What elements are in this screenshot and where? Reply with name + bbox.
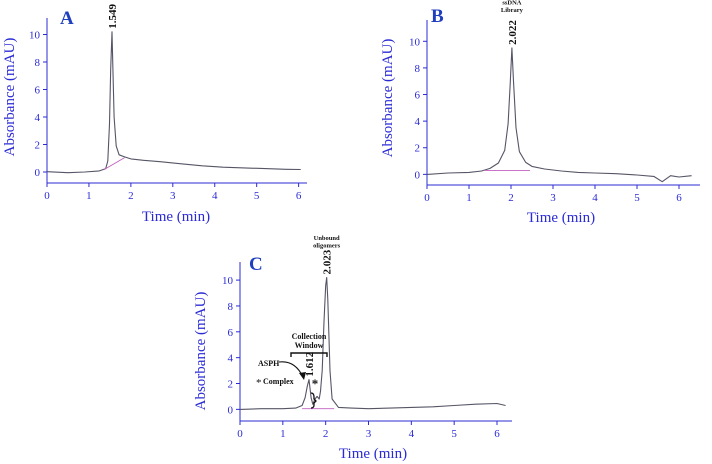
panel-a-y-tick-label: 4 bbox=[35, 112, 41, 124]
panel-b: B Absorbance (mAU) Time (min) 0 1 2 3 4 5 6 0 2… bbox=[380, 0, 700, 226]
panel-b-x-tick-label: 1 bbox=[466, 192, 472, 204]
panel-c-peak-rt-label: 2.023 bbox=[322, 249, 334, 274]
panel-b-y-tick-label: 4 bbox=[415, 116, 421, 128]
panel-b-x-ticks: 0 1 2 3 4 5 6 bbox=[424, 185, 682, 204]
panel-c-peak-name-line: oligomers bbox=[313, 243, 341, 250]
panel-b-y-tick-label: 8 bbox=[415, 63, 421, 75]
panel-a-y-tick-label: 6 bbox=[35, 85, 41, 97]
panel-c-y-axis-title: Absorbance (mAU) bbox=[193, 292, 209, 411]
panel-b-axes bbox=[426, 20, 700, 186]
panel-c-asph-name: ASPH bbox=[258, 359, 280, 368]
panel-a-plot bbox=[46, 31, 301, 174]
complex-legend-text: Complex bbox=[263, 377, 294, 386]
collection-window-bracket bbox=[290, 352, 328, 357]
panel-a-x-tick-label: 0 bbox=[44, 190, 50, 202]
panel-a-x-tick-label: 4 bbox=[212, 190, 218, 202]
panel-a-chromatogram-line bbox=[46, 31, 301, 174]
panel-a-x-tick-label: 5 bbox=[254, 190, 260, 202]
panel-c-x-tick-label: 0 bbox=[237, 428, 243, 440]
panel-c-x-tick-label: 3 bbox=[366, 428, 372, 440]
complex-marker: * bbox=[312, 376, 319, 391]
panel-c-plot bbox=[239, 276, 506, 410]
panel-a-axes bbox=[46, 18, 307, 184]
panel-a-letter: A bbox=[60, 8, 74, 29]
panel-c-x-axis-title: Time (min) bbox=[339, 446, 407, 462]
panel-b-y-tick-label: 0 bbox=[415, 169, 421, 181]
panel-b-x-tick-label: 5 bbox=[634, 192, 640, 204]
panel-a-x-tick-label: 6 bbox=[296, 190, 302, 202]
panel-c-y-tick-label: 4 bbox=[228, 353, 234, 365]
panel-c-letter: C bbox=[249, 254, 263, 275]
panel-a-x-tick-label: 2 bbox=[128, 190, 134, 202]
panel-b-x-tick-label: 3 bbox=[550, 192, 556, 204]
panel-b-letter: B bbox=[431, 6, 444, 27]
panel-b-x-tick-label: 0 bbox=[424, 192, 430, 204]
panel-a-y-tick-label: 10 bbox=[29, 30, 41, 42]
panel-c-x-tick-label: 4 bbox=[409, 428, 415, 440]
panel-a: A Absorbance (mAU) Time (min) 0 1 2 3 4 5 6 0 2… bbox=[2, 4, 307, 225]
panel-c-y-tick-label: 2 bbox=[228, 379, 234, 391]
panel-a-y-axis-title: Absorbance (mAU) bbox=[2, 38, 18, 157]
panel-a-peak-labels: 1.549ASPH bbox=[107, 4, 119, 29]
asph-arrow bbox=[278, 361, 304, 378]
panel-a-x-axis-title: Time (min) bbox=[142, 209, 210, 225]
panel-a-y-tick-label: 8 bbox=[35, 57, 41, 69]
panel-b-peak-name-line: Library bbox=[501, 7, 524, 14]
panel-c-peak-name-line: Unbound bbox=[314, 235, 340, 242]
panel-c-y-tick-label: 8 bbox=[228, 301, 234, 313]
panel-a-x-tick-label: 1 bbox=[86, 190, 92, 202]
panel-b-chromatogram-line bbox=[426, 47, 692, 183]
panel-c: C Absorbance (mAU) Time (min) 0 1 2 3 4 5 6 0 2… bbox=[193, 235, 512, 462]
panel-b-y-tick-label: 2 bbox=[415, 143, 421, 155]
panel-b-peak-rt-label: 2.022 bbox=[507, 20, 519, 45]
panel-c-x-tick-label: 5 bbox=[451, 428, 457, 440]
panel-b-peak-name-line: ssDNA bbox=[502, 0, 521, 6]
panel-a-x-tick-label: 3 bbox=[170, 190, 176, 202]
panel-c-y-ticks: 0 2 4 6 8 10 bbox=[222, 275, 240, 416]
panel-b-y-tick-label: 6 bbox=[415, 90, 421, 102]
panel-c-axes bbox=[239, 262, 512, 422]
panel-c-chromatogram-line bbox=[239, 276, 506, 410]
panel-c-x-tick-label: 6 bbox=[494, 428, 500, 440]
panel-b-plot bbox=[426, 47, 692, 183]
panel-b-x-tick-label: 6 bbox=[676, 192, 682, 204]
panel-a-baseline-line bbox=[103, 157, 125, 171]
complex-legend-star: * bbox=[256, 377, 262, 389]
panel-c-x-tick-label: 2 bbox=[323, 428, 329, 440]
panel-a-y-tick-label: 0 bbox=[35, 167, 41, 179]
panel-a-y-ticks: 0 2 4 6 8 10 bbox=[29, 30, 47, 179]
panel-c-x-tick-label: 1 bbox=[280, 428, 286, 440]
panel-c-peak-rt-label: 1.612 bbox=[304, 351, 316, 376]
panel-c-y-tick-label: 6 bbox=[228, 327, 234, 339]
panel-c-y-tick-label: 10 bbox=[222, 275, 234, 287]
panel-c-y-tick-label: 0 bbox=[228, 404, 234, 416]
complex-brace bbox=[310, 392, 317, 409]
panel-b-x-axis-title: Time (min) bbox=[527, 210, 595, 226]
collection-window-label-line2: Window bbox=[295, 341, 324, 350]
panel-b-x-tick-label: 4 bbox=[592, 192, 598, 204]
panel-b-y-tick-label: 10 bbox=[409, 36, 421, 48]
asph-arrow-head bbox=[299, 372, 306, 380]
panel-a-peak-rt-label: 1.549 bbox=[107, 4, 119, 29]
panel-b-x-tick-label: 2 bbox=[508, 192, 514, 204]
panel-a-x-ticks: 0 1 2 3 4 5 6 bbox=[44, 183, 302, 202]
panel-c-x-ticks: 0 1 2 3 4 5 6 bbox=[237, 421, 500, 440]
panel-b-y-axis-title: Absorbance (mAU) bbox=[380, 39, 396, 158]
panel-b-y-ticks: 0 2 4 6 8 10 bbox=[409, 36, 427, 181]
panel-a-y-tick-label: 2 bbox=[35, 140, 41, 152]
collection-window-label-line1: Collection bbox=[292, 332, 327, 341]
